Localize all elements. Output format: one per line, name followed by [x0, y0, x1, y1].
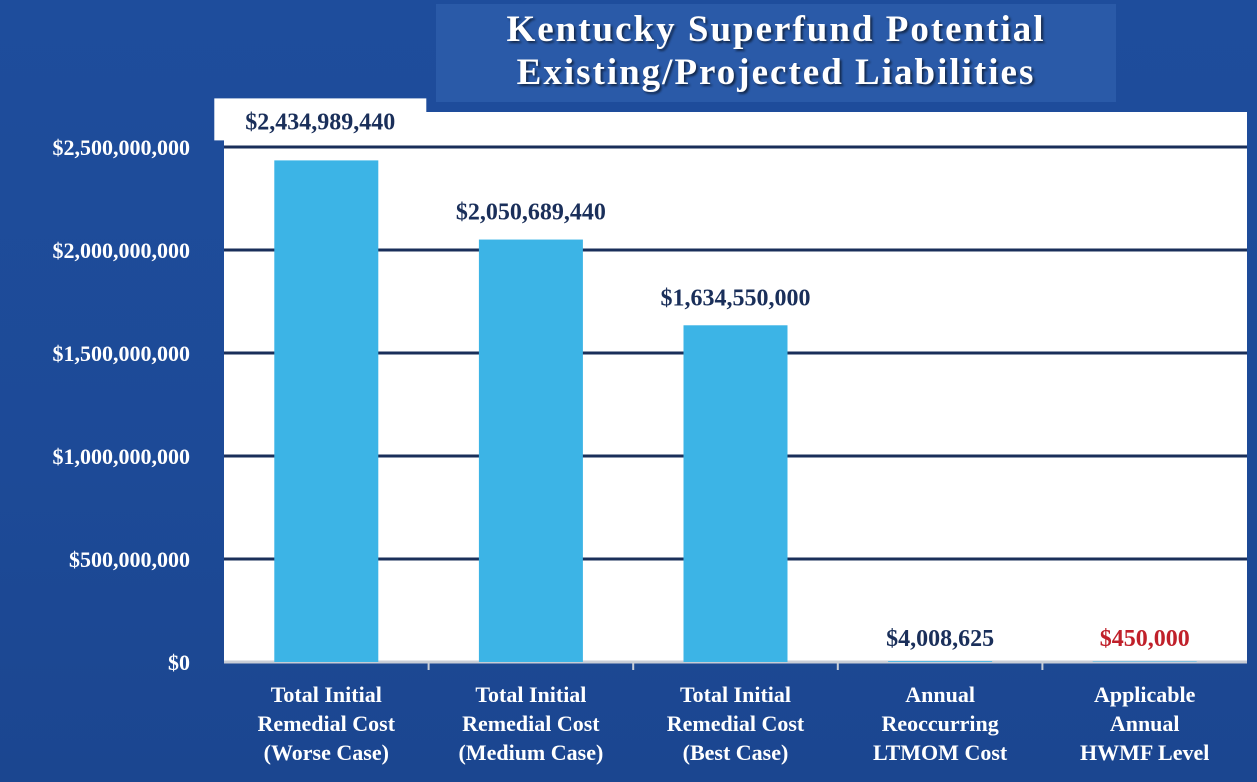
y-tick-label-2: $1,000,000,000: [53, 444, 191, 469]
x-category-label-3-0: Annual: [905, 682, 975, 707]
x-category-label-4-0: Applicable: [1094, 682, 1196, 707]
x-category-label-4-2: HWMF Level: [1080, 740, 1209, 765]
x-category-label-1-1: Remedial Cost: [462, 711, 600, 736]
data-label-3: $4,008,625: [886, 626, 994, 652]
x-category-label-4-1: Annual: [1110, 711, 1180, 736]
bar-1: [478, 239, 583, 662]
chart-title-line-2: Existing/Projected Liabilities: [516, 52, 1036, 93]
y-tick-label-3: $1,500,000,000: [53, 341, 191, 366]
bar-4: [1092, 661, 1197, 662]
x-category-label-1-0: Total Initial: [475, 682, 586, 707]
x-category-label-3-1: Reoccurring: [881, 711, 998, 736]
bar-3: [888, 661, 993, 662]
title-background: [436, 4, 1116, 102]
chart-title: Kentucky Superfund Potential Existing/Pr…: [436, 8, 1116, 94]
x-category-label-2-0: Total Initial: [680, 682, 791, 707]
y-tick-label-5: $2,500,000,000: [53, 135, 191, 160]
data-label-1: $2,050,689,440: [456, 200, 606, 226]
x-category-label-0-0: Total Initial: [271, 682, 382, 707]
bar-0: [274, 160, 379, 662]
y-tick-label-1: $500,000,000: [69, 547, 190, 572]
y-tick-label-4: $2,000,000,000: [53, 238, 191, 263]
chart-title-line-1: Kentucky Superfund Potential: [506, 9, 1046, 50]
data-label-box-0: [214, 98, 427, 141]
bar-2: [683, 325, 788, 662]
x-category-label-1-2: (Medium Case): [458, 740, 603, 765]
x-category-label-0-2: (Worse Case): [264, 740, 389, 765]
x-category-label-2-1: Remedial Cost: [667, 711, 805, 736]
data-label-0: $2,434,989,440: [245, 109, 395, 135]
data-label-2: $1,634,550,000: [661, 285, 811, 311]
x-category-label-3-2: LTMOM Cost: [873, 740, 1008, 765]
y-tick-label-0: $0: [168, 650, 190, 675]
x-category-label-0-1: Remedial Cost: [258, 711, 396, 736]
x-category-label-2-2: (Best Case): [683, 740, 789, 765]
data-label-4: $450,000: [1100, 626, 1190, 652]
